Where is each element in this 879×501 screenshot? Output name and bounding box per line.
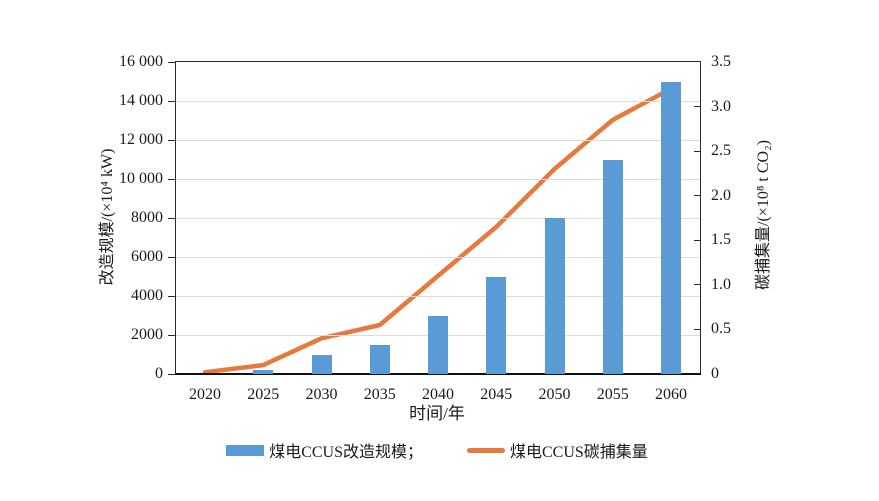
bar-coal-ccus-retrofit-2030 [311, 354, 332, 374]
left-axis-title: 改造规模/(×10⁴ kW) [99, 148, 116, 286]
left-axis-tick-label: 0 [155, 365, 163, 382]
line-series-swatch [467, 447, 505, 453]
left-axis-tick-label: 6000 [131, 248, 163, 265]
right-axis-tick-label: 0.5 [711, 320, 731, 338]
left-axis-tick [168, 373, 175, 375]
right-axis-tick-label: 2.0 [711, 186, 731, 204]
right-axis-tick [694, 239, 700, 241]
x-axis-tick-label: 2060 [655, 386, 687, 403]
left-axis-tick [168, 178, 175, 180]
right-axis-tick [694, 195, 700, 197]
gridline [176, 257, 700, 258]
bar-coal-ccus-retrofit-2045 [486, 276, 507, 374]
right-axis-tick-label: 2.5 [711, 142, 731, 160]
right-axis-tick [694, 106, 700, 108]
x-axis-tick-label: 2030 [305, 386, 338, 403]
left-axis-tick [168, 334, 175, 336]
left-axis-tick-label: 4000 [131, 287, 163, 304]
left-axis-tick [168, 61, 175, 63]
left-axis-tick-label: 12 000 [119, 131, 163, 148]
right-axis-title: 碳捕集量/(×10⁸ t CO₂) [755, 140, 772, 290]
left-axis-tick [168, 100, 175, 102]
x-axis-tick-label: 2045 [480, 386, 513, 403]
left-axis-tick [168, 295, 175, 297]
x-axis-tick-label: 2025 [247, 386, 280, 403]
legend-item-line-series: 煤电CCUS碳捕集量 [467, 438, 648, 462]
line-path [202, 86, 674, 375]
gridline [176, 101, 700, 102]
x-axis-line [175, 373, 701, 375]
legend-item-bar-series: 煤电CCUS改造规模； [226, 438, 423, 462]
left-axis-tick-label: 8000 [131, 209, 163, 226]
right-axis-tick [694, 150, 700, 152]
x-axis-tick-label: 2040 [422, 386, 454, 403]
x-axis-title: 时间/年 [409, 404, 465, 423]
line-series-label: 煤电CCUS碳捕集量 [510, 444, 648, 461]
bar-series-swatch [226, 444, 265, 456]
left-axis-tick-label: 14 000 [119, 92, 163, 109]
x-axis-tick-label: 2055 [596, 386, 629, 403]
bar-coal-ccus-retrofit-2025 [253, 370, 274, 374]
right-axis-tick [694, 284, 700, 286]
bar-coal-ccus-retrofit-2060 [661, 81, 681, 374]
plot-area: 0 2000 4000 6000 8000 10 000 12 000 14 000 16 00… [119, 54, 731, 403]
x-axis-tick-label: 2020 [189, 386, 221, 403]
left-axis-tick [168, 256, 175, 258]
bar-series-label: 煤电CCUS改造规模； [269, 444, 423, 461]
right-axis-tick-label: 3.5 [711, 53, 731, 70]
right-axis-tick [694, 328, 700, 330]
left-axis-tick [168, 217, 175, 219]
bar-coal-ccus-retrofit-2055 [602, 159, 623, 374]
right-axis-tick-label: 1.0 [711, 275, 731, 293]
right-axis-tick-label: 3.0 [711, 97, 731, 115]
x-axis-tick-label: 2035 [363, 386, 396, 403]
left-axis-tick [168, 139, 175, 141]
right-axis-tick-label: 1.5 [711, 231, 731, 249]
bar-coal-ccus-retrofit-2050 [544, 218, 565, 374]
line-series-coal-ccus-capture [202, 86, 674, 375]
right-axis-tick-label: 0 [711, 365, 719, 382]
gridline [176, 140, 700, 141]
x-axis-tick-label: 2050 [538, 386, 571, 403]
gridline [176, 218, 700, 219]
gridline [176, 179, 700, 180]
bar-coal-ccus-retrofit-2040 [428, 315, 448, 374]
left-axis-tick-label: 2000 [131, 326, 163, 343]
left-axis-tick-label: 10 000 [119, 170, 163, 187]
left-axis-tick-label: 16 000 [119, 53, 163, 70]
legend: 煤电CCUS改造规模； 煤电CCUS碳捕集量 [175, 438, 699, 462]
bar-coal-ccus-retrofit-2035 [369, 344, 390, 374]
gridline [176, 296, 700, 297]
